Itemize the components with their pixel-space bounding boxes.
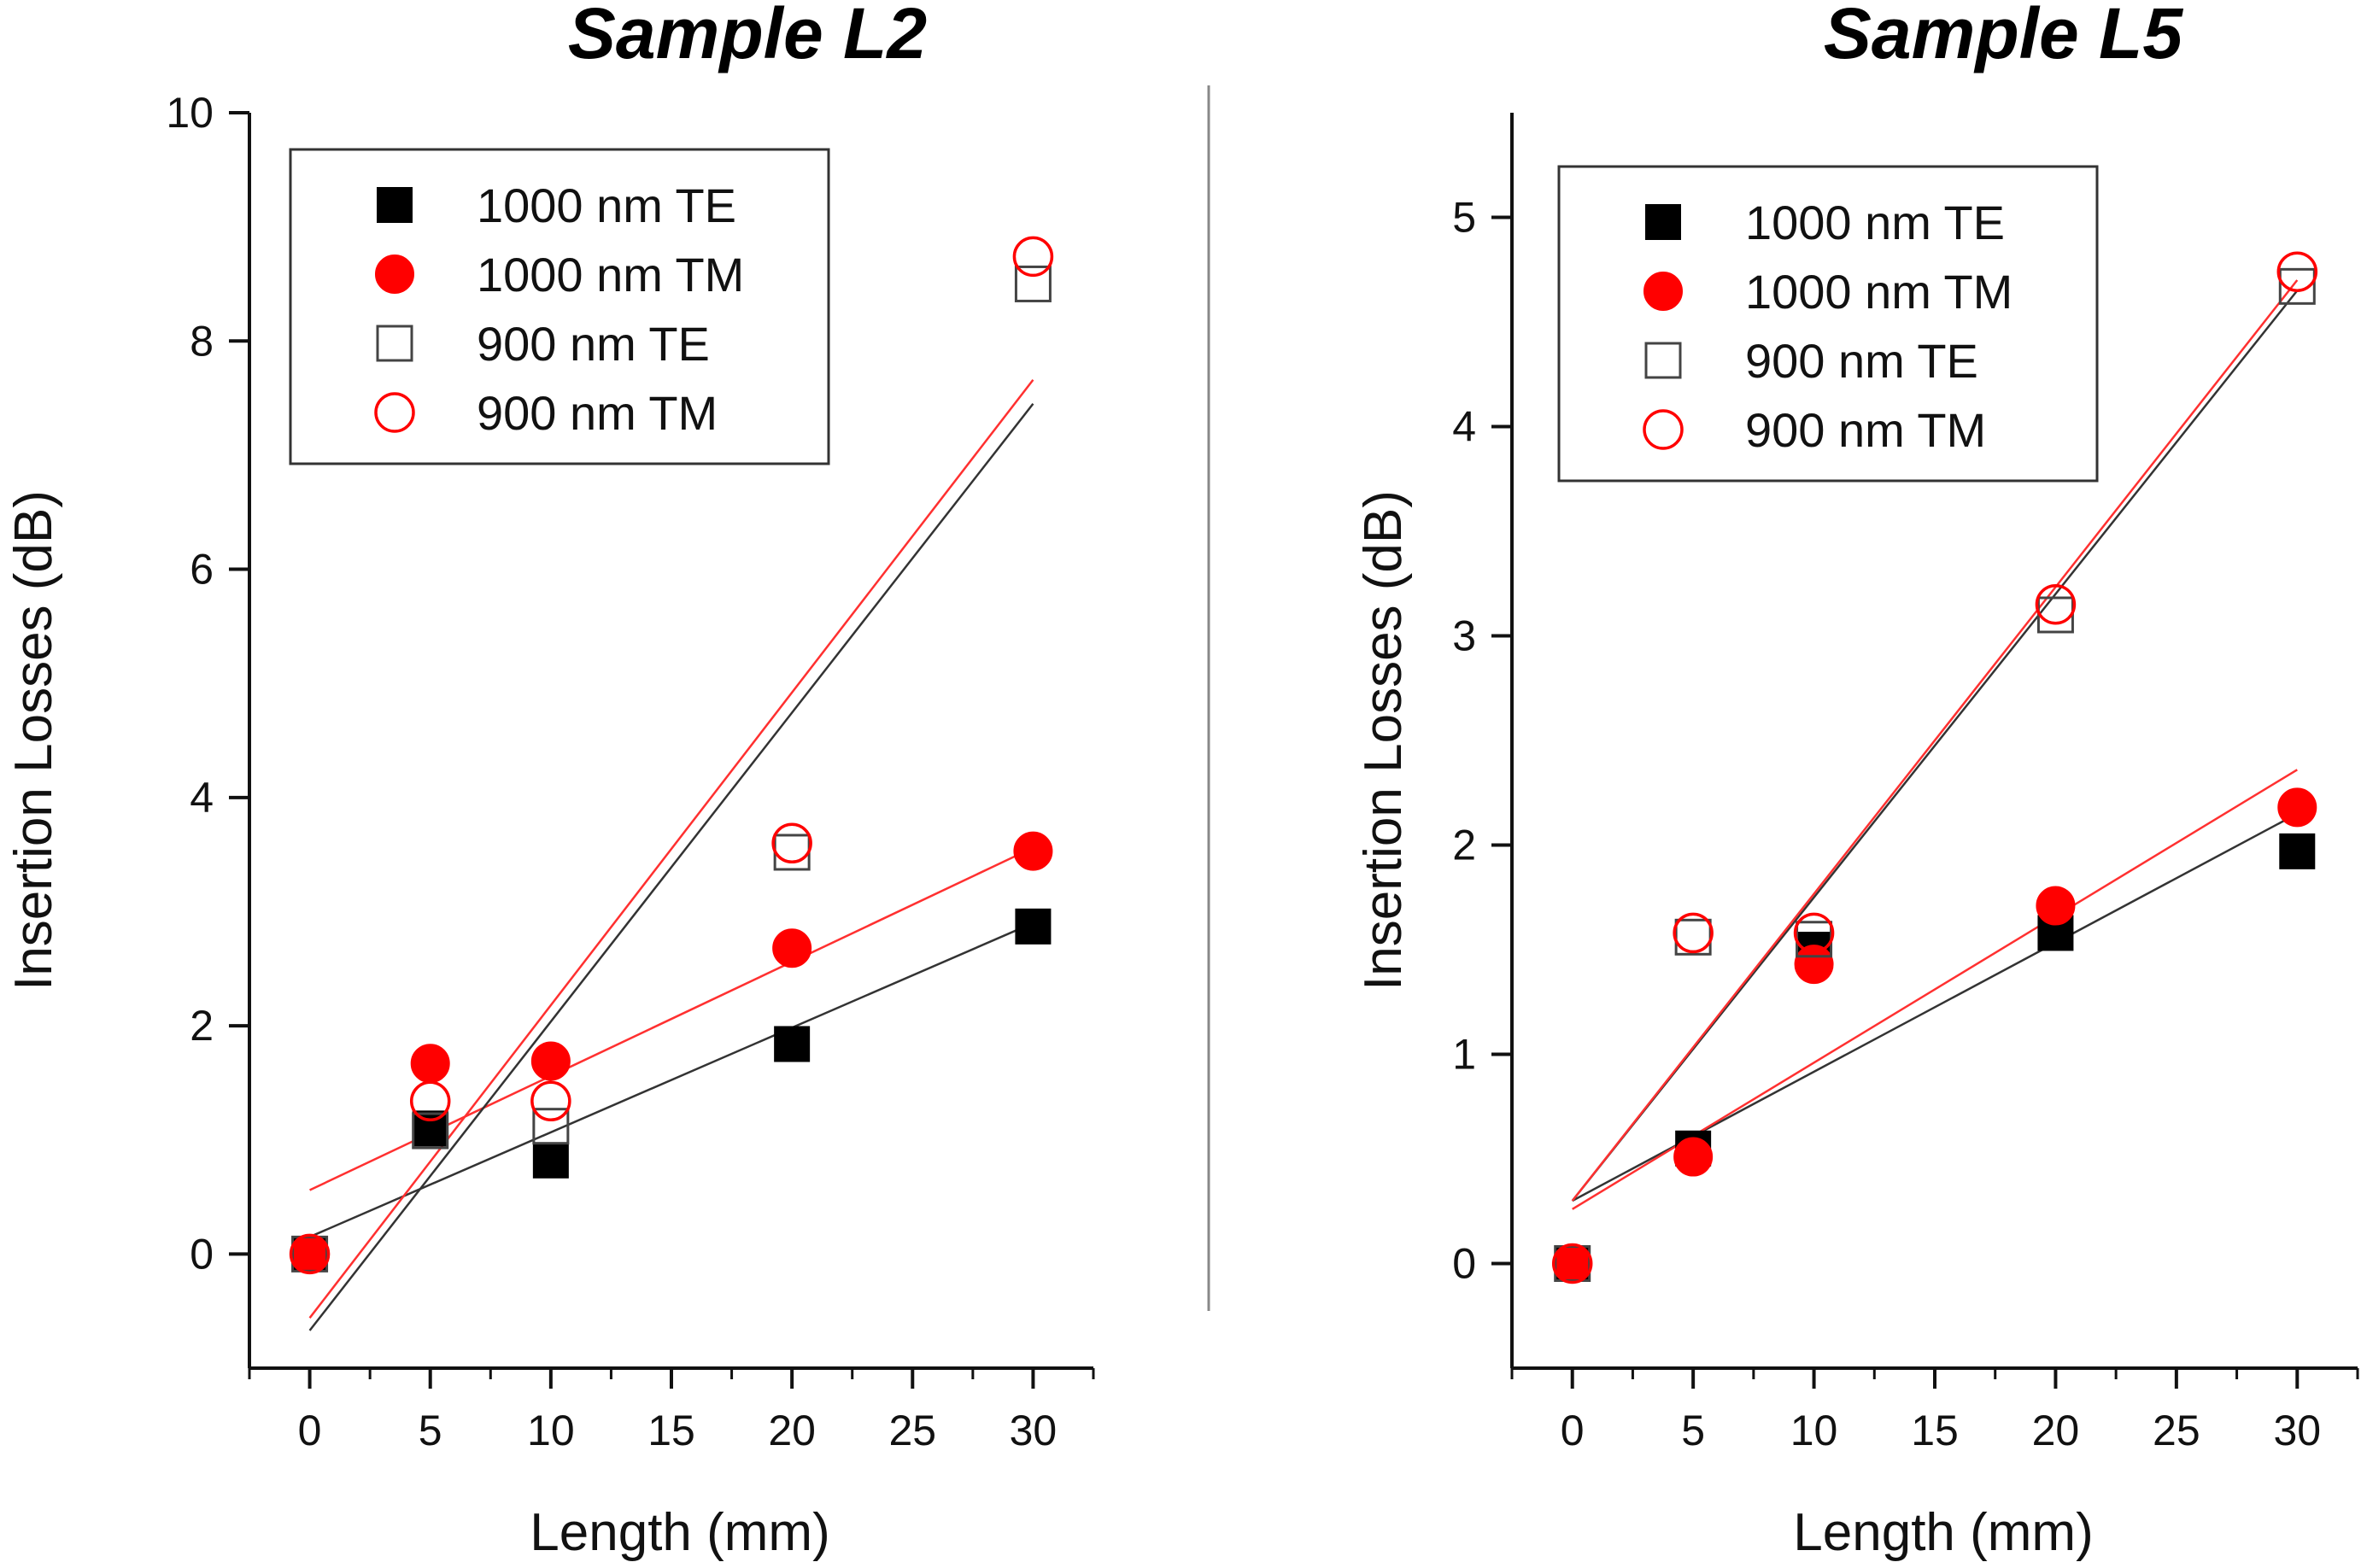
data-point-900-nm-te [773,834,811,871]
data-point-1000-nm-te [774,1026,811,1062]
legend-label: 900 nm TM [477,386,718,440]
legend-marker-900-nm-tm [374,392,415,433]
data-point-1000-nm-te [532,1142,569,1179]
x-tick-label: 30 [2273,1407,2321,1454]
y-tick-label: 4 [190,774,214,822]
x-axis-label: Length (mm) [530,1503,829,1562]
legend-marker-900-nm-te [376,325,413,362]
y-tick-label: 0 [190,1230,214,1278]
data-point-900-nm-te [1014,265,1052,302]
data-point-1000-nm-tm [2277,787,2317,828]
data-point-900-nm-tm [2276,251,2318,292]
data-point-900-nm-tm [1673,912,1714,954]
legend-marker-1000-nm-tm [375,255,414,294]
data-point-900-nm-te [2278,267,2316,305]
legend-label: 900 nm TM [1745,403,1986,457]
y-tick-label: 6 [190,546,214,594]
data-point-900-nm-tm [1012,236,1054,278]
x-tick-label: 0 [298,1407,322,1454]
fit-line-900-nm-te [308,403,1034,1331]
y-tick-label: 8 [190,317,214,365]
y-tick-label: 1 [1452,1031,1476,1079]
legend-marker-1000-nm-te [1645,204,1681,240]
fit-line-900-nm-te [1571,290,2299,1202]
legend: 1000 nm TE 1000 nm TM 900 nm TE 900 nm TM [289,148,830,465]
data-point-1000-nm-tm [1794,945,1834,985]
chart-title: Sample L5 [1824,0,2183,73]
x-tick-label: 5 [1681,1407,1705,1454]
data-point-900-nm-te [412,1112,449,1150]
y-axis-label: Insertion Losses (dB) [4,490,63,991]
fit-line-900-nm-tm [308,378,1034,1319]
data-point-900-nm-tm [1551,1243,1593,1284]
data-point-1000-nm-tm [1673,1137,1714,1177]
legend-marker-1000-nm-te [377,187,413,223]
y-axis-label: Insertion Losses (dB) [1354,490,1413,991]
data-point-1000-nm-te [2279,833,2316,869]
data-point-1000-nm-tm [530,1041,571,1081]
chart-panel-sample-l5: Sample L5 0 1 2 3 4 5 0 5 10 15 20 25 30 Length (mm) In… [1354,0,2359,1562]
fit-line-1000-nm-te [309,921,1034,1238]
y-tick-label: 3 [1452,612,1476,660]
data-point-900-nm-tm [1793,912,1835,954]
data-point-900-nm-tm [289,1233,331,1275]
y-tick-label: 0 [1452,1240,1476,1288]
x-tick-label: 25 [888,1407,936,1454]
y-tick-label: 4 [1452,403,1476,451]
legend-marker-900-nm-te [1644,342,1682,379]
x-tick-label: 30 [1010,1407,1058,1454]
data-point-900-nm-tm [771,822,812,864]
data-point-900-nm-tm [530,1080,571,1122]
data-point-1000-nm-tm [410,1044,450,1084]
data-point-1000-nm-tm [2036,886,2076,926]
data-point-900-nm-tm [2035,584,2077,625]
x-tick-label: 10 [1790,1407,1838,1454]
x-tick-label: 20 [768,1407,816,1454]
legend-label: 1000 nm TM [477,248,744,301]
legend-label: 1000 nm TE [1745,196,2005,249]
legend-box [1557,165,2099,483]
x-tick-label: 15 [647,1407,695,1454]
x-tick-label: 5 [419,1407,442,1454]
y-tick-label: 10 [166,89,214,137]
legend-label: 900 nm TE [477,317,710,371]
x-tick-label: 0 [1561,1407,1585,1454]
x-tick-label: 10 [527,1407,575,1454]
data-point-900-nm-tm [409,1080,451,1122]
data-point-1000-nm-te [1015,908,1052,945]
legend: 1000 nm TE 1000 nm TM 900 nm TE 900 nm TM [1557,165,2099,483]
y-tick-label: 5 [1452,194,1476,242]
y-tick-label: 2 [1452,822,1476,869]
data-point-900-nm-te [291,1235,329,1273]
y-tick-label: 2 [190,1002,214,1050]
data-point-900-nm-te [1554,1245,1591,1282]
data-point-900-nm-te [532,1108,570,1145]
legend-label: 1000 nm TM [1745,265,2013,319]
x-tick-label: 25 [2153,1407,2200,1454]
chart-title: Sample L2 [568,0,927,73]
chart-panel-sample-l2: Sample L2 0 2 4 6 8 10 0 5 10 15 20 25 30 Length (mm) I… [4,0,1095,1562]
legend-label: 900 nm TE [1745,334,1978,388]
data-point-1000-nm-tm [772,928,812,968]
legend-marker-900-nm-tm [1643,409,1684,450]
x-tick-label: 20 [2032,1407,2080,1454]
data-point-1000-nm-tm [1013,831,1053,871]
x-axis-label: Length (mm) [1793,1503,2093,1562]
fit-line-900-nm-tm [1571,279,2299,1202]
x-tick-label: 15 [1911,1407,1959,1454]
legend-label: 1000 nm TE [477,178,736,232]
legend-marker-1000-nm-tm [1643,272,1683,311]
